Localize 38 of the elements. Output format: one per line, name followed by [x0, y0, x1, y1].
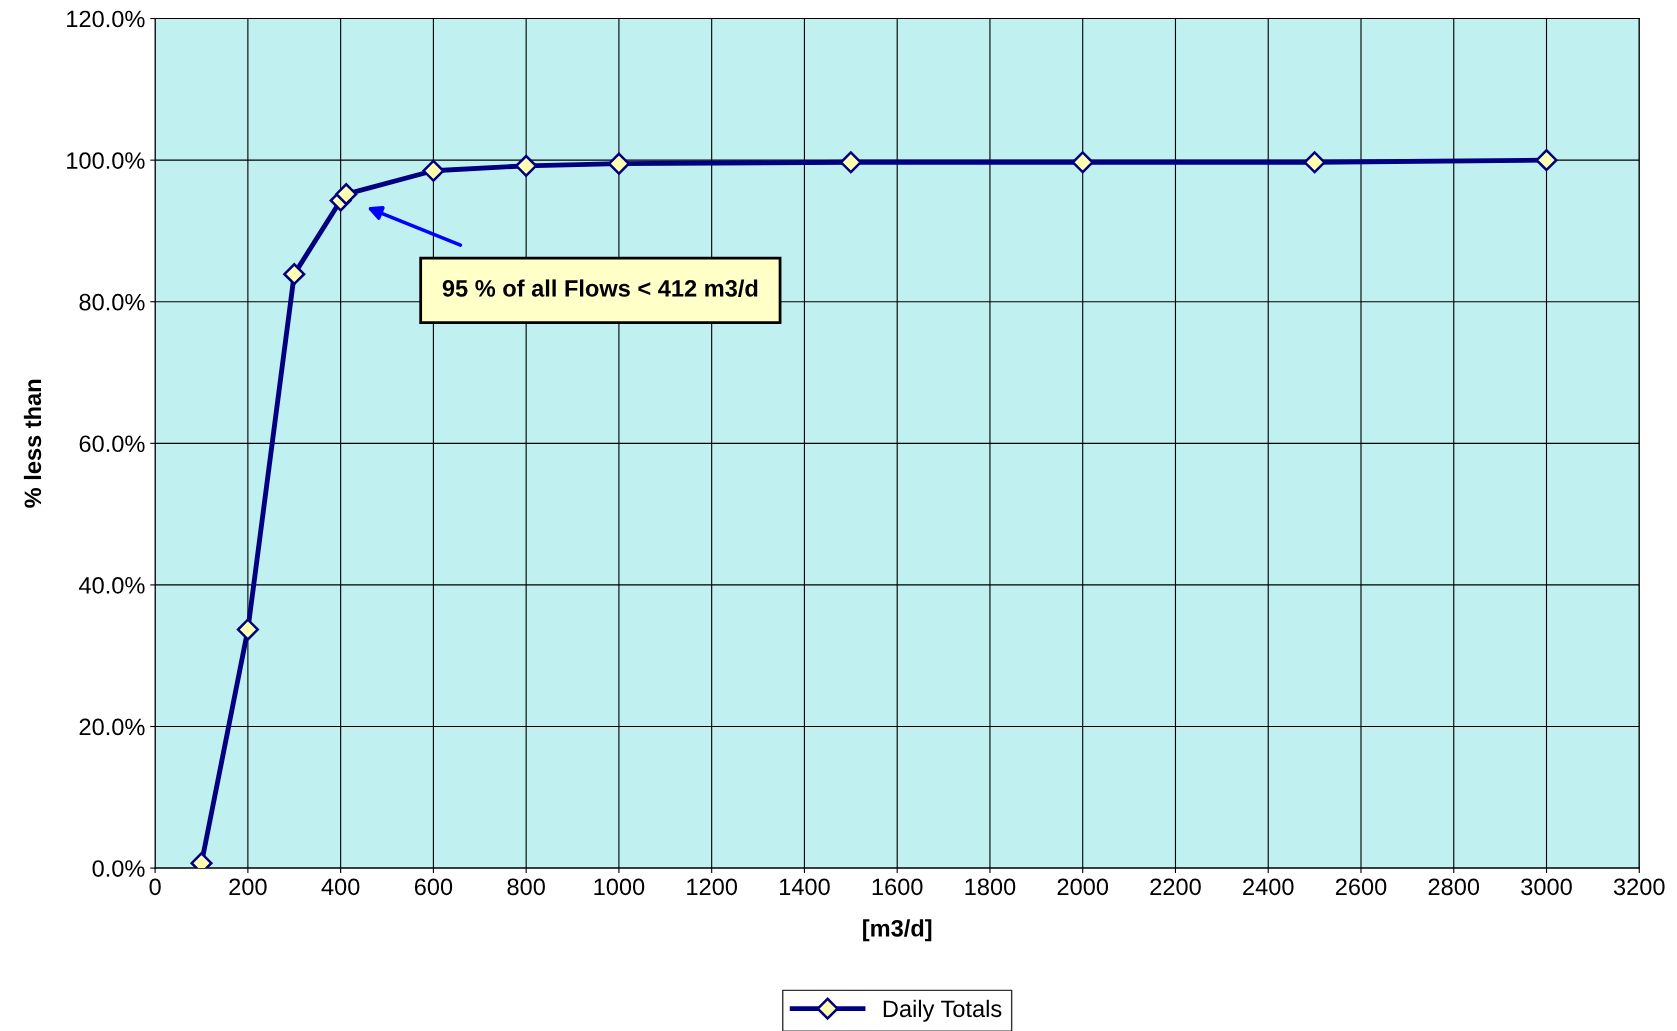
x-axis-title: [m3/d]	[863, 919, 932, 942]
point	[1071, 151, 1094, 174]
y-axis-title: % less than	[23, 379, 42, 508]
point	[515, 154, 538, 177]
x-tick-label: 1000	[594, 878, 645, 896]
x-tick-label: 0	[149, 878, 161, 896]
y-tick-label: 0.0%	[92, 860, 145, 877]
y-tick-label: 40.0%	[79, 576, 145, 594]
x-tick-label: 2600	[1335, 878, 1387, 896]
x-tick-label: 2800	[1428, 878, 1480, 896]
point	[422, 159, 445, 182]
x-tick-label: 200	[229, 878, 267, 896]
x-tick-label: 3000	[1521, 878, 1572, 896]
x-tick-label: 1200	[687, 878, 738, 896]
point	[607, 152, 630, 175]
x-tick-label: 600	[414, 878, 453, 896]
point	[236, 618, 259, 641]
annotation: 95 % of all Flows < 412 m3/d	[442, 279, 758, 297]
x-tick-label: 1800	[965, 878, 1016, 896]
x-tick-label: 1400	[779, 878, 830, 896]
point	[839, 151, 862, 174]
x-tick-label: 2200	[1150, 878, 1201, 896]
x-tick-label: 400	[321, 878, 360, 896]
legend-label: Daily Totals	[883, 999, 1002, 1022]
y-tick-label: 80.0%	[79, 293, 145, 311]
y-tick-label: 60.0%	[79, 435, 145, 453]
x-tick-label: 2400	[1243, 878, 1294, 896]
point	[1303, 151, 1326, 174]
point	[283, 263, 306, 286]
x-tick-label: 3200	[1613, 878, 1665, 896]
x-tick-label: 2000	[1057, 878, 1109, 896]
y-tick-label: 120.0%	[67, 10, 145, 28]
x-tick-label: 800	[507, 878, 545, 896]
y-tick-label: 20.0%	[79, 718, 145, 736]
point	[1535, 149, 1558, 172]
y-tick-label: 100.0%	[67, 152, 145, 169]
point	[335, 183, 358, 206]
x-tick-label: 1600	[872, 878, 923, 896]
